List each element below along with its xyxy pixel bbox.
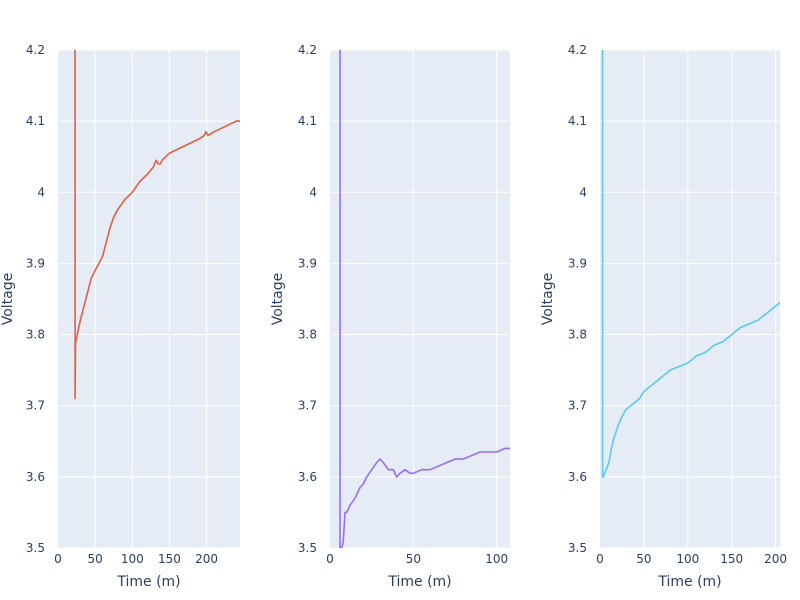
y-tick-label: 3.6	[298, 470, 317, 484]
y-tick-label: 4	[309, 185, 317, 199]
y-axis-title: Voltage	[540, 273, 556, 326]
x-tick-label: 50	[406, 552, 421, 566]
x-axis-title: Time (m)	[116, 574, 180, 590]
x-axis-title: Time (m)	[657, 574, 721, 590]
y-tick-label: 3.7	[26, 399, 45, 413]
series-line-3-1	[601, 50, 780, 478]
y-tick-label: 3.8	[298, 328, 317, 342]
series-line-2-1	[339, 50, 510, 548]
y-tick-label: 3.7	[298, 399, 317, 413]
x-tick-label: 100	[676, 552, 699, 566]
y-tick-label: 4	[37, 185, 45, 199]
x-tick-label: 150	[158, 552, 181, 566]
y-tick-label: 3.8	[568, 328, 587, 342]
y-axis-title: Voltage	[0, 273, 16, 326]
x-tick-label: 150	[720, 552, 743, 566]
plot-area	[600, 50, 780, 548]
x-tick-label: 50	[636, 552, 651, 566]
x-tick-label: 0	[596, 552, 604, 566]
y-tick-label: 3.7	[568, 399, 587, 413]
y-tick-label: 3.9	[568, 256, 587, 270]
y-tick-label: 3.8	[26, 328, 45, 342]
y-tick-label: 4	[579, 185, 587, 199]
y-axis-title: Voltage	[270, 273, 286, 326]
y-tick-label: 4.2	[298, 43, 317, 57]
x-axis-title: Time (m)	[387, 574, 451, 590]
y-tick-label: 4.1	[298, 114, 317, 128]
x-tick-label: 200	[764, 552, 787, 566]
x-tick-label: 0	[54, 552, 62, 566]
y-tick-label: 3.5	[26, 541, 45, 555]
x-tick-label: 100	[121, 552, 144, 566]
y-tick-label: 3.6	[26, 470, 45, 484]
x-tick-label: 0	[326, 552, 334, 566]
y-tick-label: 3.5	[298, 541, 317, 555]
y-tick-label: 4.1	[26, 114, 45, 128]
subplot-1: 3.5 3.6 3.7 3.8 3.9 4 4.1 4.2 0 50 100 150 200 Time (…	[0, 43, 240, 590]
series-line-1-1	[74, 50, 240, 400]
x-tick-label: 50	[88, 552, 103, 566]
x-tick-label: 200	[195, 552, 218, 566]
plot-area	[330, 50, 510, 548]
y-tick-label: 3.5	[568, 541, 587, 555]
subplot-3: 3.5 3.6 3.7 3.8 3.9 4 4.1 4.2 0 50 100 150 200 Time (…	[540, 43, 787, 590]
y-tick-label: 4.2	[26, 43, 45, 57]
y-tick-label: 3.9	[298, 256, 317, 270]
y-tick-label: 3.9	[26, 256, 45, 270]
plot-area	[58, 50, 240, 548]
y-tick-label: 4.2	[568, 43, 587, 57]
subplot-2: 3.5 3.6 3.7 3.8 3.9 4 4.1 4.2 0 50 100 Time (m) Volt…	[270, 43, 510, 590]
y-tick-label: 3.6	[568, 470, 587, 484]
x-tick-label: 100	[485, 552, 508, 566]
y-tick-label: 4.1	[568, 114, 587, 128]
